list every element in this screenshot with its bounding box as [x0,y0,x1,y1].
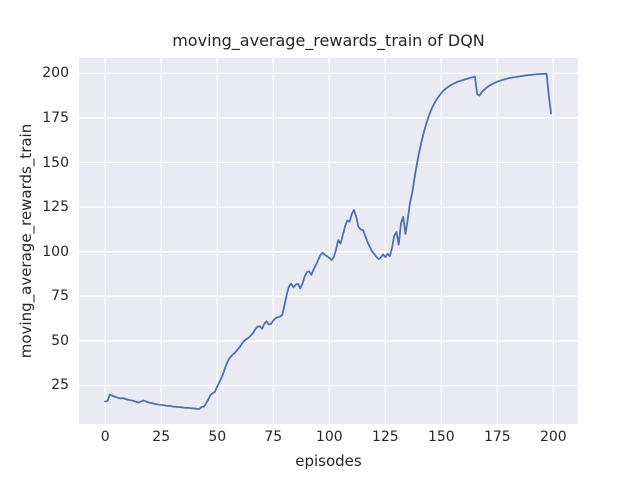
series-line [104,72,552,410]
x-tick-label: 0 [100,429,110,445]
plot-area [79,58,578,424]
x-tick-label: 50 [208,429,227,445]
y-tick-label: 175 [42,109,69,126]
x-tick-label: 125 [371,429,399,445]
y-tick-label: 125 [42,199,69,216]
y-tick-label: 75 [51,288,69,305]
chart-title: moving_average_rewards_train of DQN [172,31,485,50]
y-tick-label: 100 [42,243,69,260]
y-tick-label: 150 [42,154,69,171]
x-tick-label: 175 [483,429,511,445]
x-tick-label: 150 [427,429,455,445]
x-tick-label: 25 [152,429,171,445]
y-tick-label: 200 [42,65,69,82]
x-tick-label: 75 [264,429,283,445]
x-tick-label: 200 [539,429,567,445]
y-tick-label: 50 [51,332,69,349]
y-tick-label: 25 [51,377,69,394]
x-axis-label: episodes [295,452,362,470]
x-tick-label: 100 [315,429,343,445]
